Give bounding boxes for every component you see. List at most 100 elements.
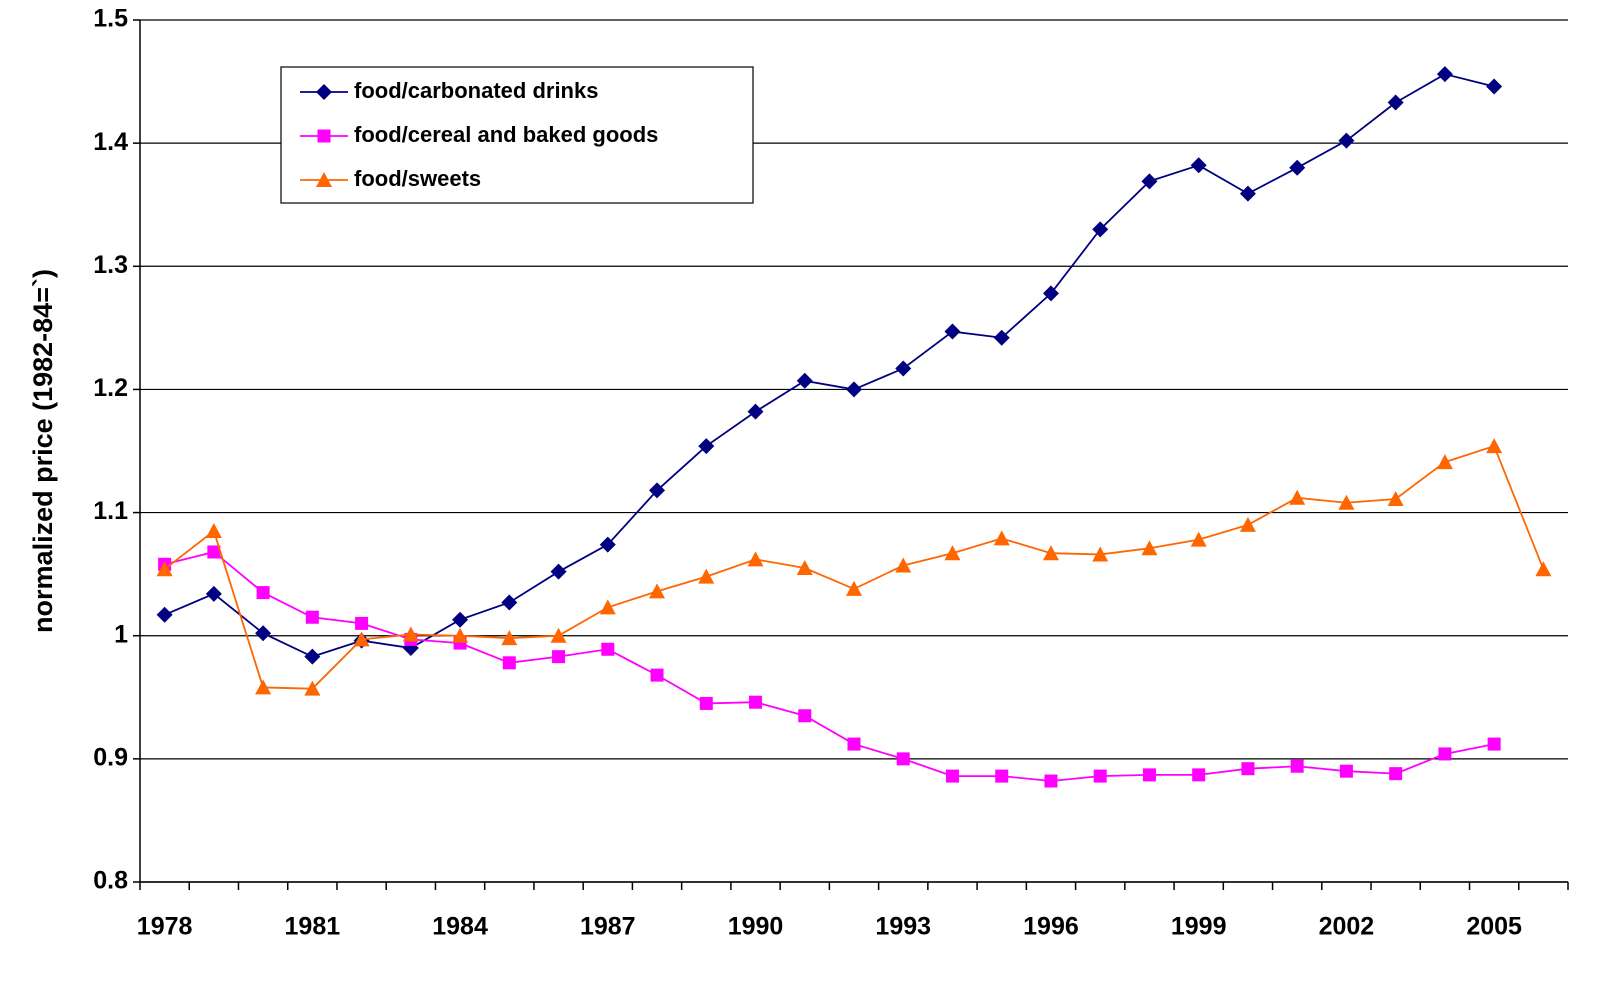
marker	[304, 648, 321, 665]
marker	[1436, 66, 1453, 83]
y-tick-label: 1.4	[93, 128, 128, 156]
marker	[255, 679, 272, 695]
marker	[1438, 747, 1452, 761]
marker	[599, 599, 616, 615]
marker	[353, 631, 370, 647]
y-axis-label: normalized price (1982-84=`)	[28, 269, 58, 633]
marker	[1192, 768, 1206, 782]
y-tick-label: 0.8	[93, 867, 128, 895]
y-tick-label: 1.3	[93, 251, 128, 279]
marker	[1338, 494, 1355, 510]
marker	[846, 381, 862, 398]
x-tick-label: 1996	[1023, 913, 1079, 941]
marker	[599, 536, 616, 553]
marker	[402, 626, 419, 642]
marker	[649, 583, 666, 599]
marker	[601, 642, 615, 656]
marker	[1290, 759, 1304, 773]
marker	[1239, 185, 1256, 202]
marker	[1239, 516, 1256, 532]
marker	[316, 84, 332, 100]
marker	[205, 523, 222, 539]
marker	[256, 586, 270, 600]
marker	[550, 563, 567, 580]
marker	[156, 561, 173, 577]
marker	[502, 656, 516, 670]
marker	[1338, 132, 1355, 149]
marker	[1436, 454, 1453, 470]
marker	[1044, 774, 1058, 788]
marker	[355, 616, 369, 630]
marker	[895, 557, 912, 573]
series-line	[164, 444, 1545, 690]
marker	[944, 323, 961, 340]
y-tick-label: 1.1	[93, 497, 128, 525]
x-tick-label: 1999	[1171, 913, 1227, 941]
marker	[698, 438, 715, 455]
marker	[796, 372, 813, 389]
marker	[1042, 285, 1059, 302]
marker	[255, 625, 272, 642]
y-tick-label: 1.5	[93, 5, 128, 33]
marker	[944, 545, 961, 561]
marker	[1092, 546, 1109, 562]
marker	[650, 668, 664, 682]
marker	[317, 129, 331, 143]
x-tick-label: 1993	[875, 913, 931, 941]
marker	[846, 580, 862, 596]
marker	[1289, 489, 1306, 505]
marker	[1387, 94, 1404, 111]
marker	[1387, 491, 1404, 507]
marker	[452, 611, 469, 628]
marker	[993, 329, 1010, 346]
x-tick-label: 1981	[285, 913, 341, 941]
marker	[207, 545, 221, 559]
series-line	[164, 73, 1495, 658]
marker	[304, 680, 321, 696]
x-tick-label: 2002	[1319, 913, 1375, 941]
y-tick-label: 0.9	[93, 743, 128, 771]
marker	[698, 568, 715, 584]
marker	[552, 650, 566, 664]
marker	[1142, 768, 1156, 782]
y-tick-label: 1	[114, 620, 128, 648]
x-tick-label: 1990	[728, 913, 784, 941]
marker	[501, 630, 518, 646]
marker	[1092, 221, 1109, 238]
x-tick-label: 1987	[580, 913, 636, 941]
y-tick-label: 1.2	[93, 374, 128, 402]
legend-label: food/carbonated drinks	[354, 78, 598, 103]
marker	[747, 551, 764, 567]
x-tick-label: 1984	[432, 913, 488, 941]
marker	[895, 360, 912, 377]
marker	[1141, 173, 1158, 190]
marker	[896, 752, 910, 766]
marker	[1339, 764, 1353, 778]
marker	[1141, 540, 1158, 556]
marker	[796, 559, 813, 575]
marker	[1190, 157, 1207, 174]
marker	[993, 530, 1010, 546]
marker	[1487, 737, 1501, 751]
marker	[1093, 769, 1107, 783]
marker	[945, 769, 959, 783]
marker	[205, 585, 222, 602]
series-line	[164, 550, 1495, 782]
marker	[452, 627, 469, 643]
marker	[1535, 561, 1552, 577]
x-tick-label: 2005	[1466, 913, 1522, 941]
marker	[550, 627, 567, 643]
marker	[316, 172, 332, 187]
marker	[1486, 438, 1503, 454]
marker	[1241, 762, 1255, 776]
marker	[1289, 159, 1306, 176]
marker	[995, 769, 1009, 783]
marker	[747, 403, 764, 420]
marker	[305, 610, 319, 624]
x-tick-label: 1978	[137, 913, 193, 941]
legend-box	[280, 66, 754, 204]
marker	[1389, 767, 1403, 781]
legend-label: food/cereal and baked goods	[354, 122, 658, 147]
marker	[1486, 78, 1503, 95]
